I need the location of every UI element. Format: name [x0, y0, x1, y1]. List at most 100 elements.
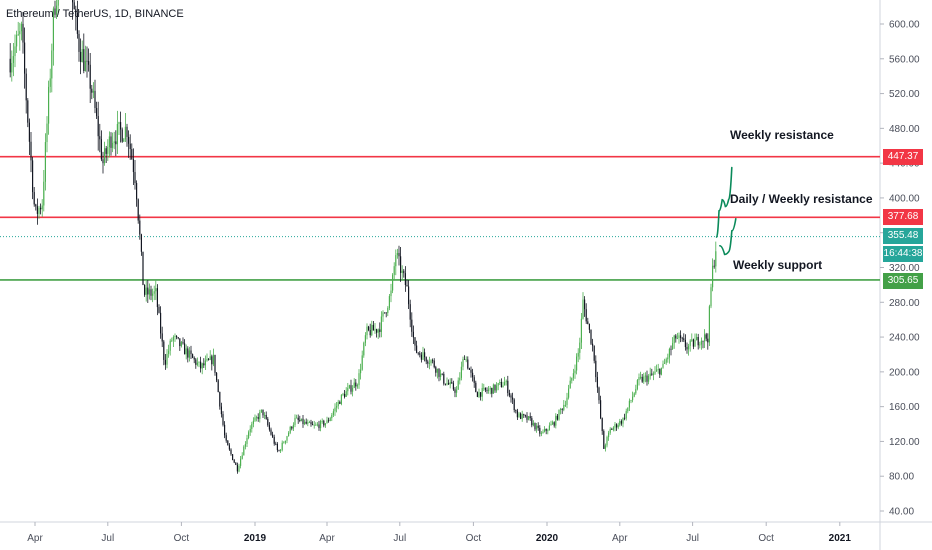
candle-body: [532, 422, 534, 426]
candle-body: [75, 9, 77, 13]
candle-body: [697, 336, 699, 346]
candle-body: [571, 377, 573, 381]
candle-body: [323, 420, 325, 426]
candle-body: [152, 293, 154, 296]
candle-body: [537, 425, 539, 428]
candle-body: [409, 304, 411, 320]
candle-body: [577, 352, 579, 357]
candle-body: [35, 204, 37, 207]
candle-body: [526, 415, 528, 420]
candle-body: [691, 339, 693, 341]
candle-body: [238, 465, 240, 472]
candle-body: [529, 416, 531, 419]
chart-title: Ethereum / TetherUS, 1D, BINANCE: [6, 8, 184, 20]
candle-body: [172, 336, 174, 341]
candle-body: [609, 429, 611, 433]
candle-body: [388, 296, 390, 309]
candle-body: [497, 383, 499, 386]
candle-body: [307, 422, 309, 424]
candle-body: [331, 415, 333, 419]
candle-body: [545, 428, 547, 431]
candle-body: [694, 340, 696, 347]
candle-body: [611, 429, 613, 430]
candle-body: [203, 363, 205, 366]
candle-body: [520, 413, 522, 419]
candle-body: [195, 359, 197, 365]
candle-body: [665, 359, 667, 363]
candle-body: [558, 409, 560, 420]
candle-body: [43, 181, 45, 206]
candle-body: [662, 363, 664, 368]
candlestick-series: [9, 0, 717, 474]
candle-body: [126, 126, 128, 137]
candle-body: [230, 449, 232, 455]
projection-sketch-path[interactable]: [719, 218, 737, 256]
candle-body: [700, 340, 702, 345]
candle-body: [470, 369, 472, 373]
candle-body: [145, 287, 147, 295]
candle-body: [363, 342, 365, 356]
candle-body: [136, 182, 138, 200]
candle-body: [318, 424, 320, 429]
price-tick-label: 600.00: [889, 20, 920, 31]
candle-body: [273, 436, 275, 444]
candle-body: [481, 388, 483, 397]
candle-body: [275, 443, 277, 445]
candle-body: [534, 422, 536, 430]
candle-body: [633, 393, 635, 397]
candle-body: [108, 136, 110, 148]
candle-body: [22, 23, 24, 43]
price-tick-label: 160.00: [889, 402, 920, 413]
candle-body: [200, 361, 202, 369]
candle-body: [572, 373, 574, 378]
time-tick-label: Oct: [466, 533, 482, 544]
candle-body: [227, 440, 229, 446]
candle-body: [585, 309, 587, 322]
candle-body: [164, 359, 166, 365]
candle-body: [659, 369, 661, 375]
candle-body: [467, 359, 469, 369]
candle-body: [476, 392, 478, 397]
candle-body: [360, 369, 362, 374]
price-tick-label: 560.00: [889, 54, 920, 65]
candle-body: [496, 385, 498, 391]
candle-body: [89, 64, 91, 89]
candle-body: [673, 335, 675, 344]
candle-body: [366, 326, 368, 336]
candle-body: [369, 329, 371, 336]
candle-body: [147, 287, 149, 295]
candle-body: [624, 417, 626, 419]
price-tag-last-price: 355.48: [883, 228, 923, 244]
candle-body: [489, 387, 491, 390]
candle-body: [552, 422, 554, 425]
candle-body: [416, 345, 418, 353]
candle-body: [352, 388, 354, 392]
candle-body: [32, 160, 34, 193]
candle-body: [312, 424, 314, 426]
candle-body: [443, 373, 445, 384]
candle-body: [568, 388, 570, 398]
candle-body: [371, 324, 373, 336]
candle-body: [339, 401, 341, 404]
candle-body: [468, 368, 470, 370]
price-tag-countdown: 16:44:38: [883, 246, 923, 262]
candle-body: [51, 50, 53, 79]
projection-sketch-path[interactable]: [715, 166, 733, 238]
candle-body: [161, 333, 163, 342]
candle-body: [492, 384, 494, 394]
candle-body: [588, 324, 590, 330]
candle-body: [353, 382, 355, 389]
candle-body: [433, 360, 435, 368]
candle-body: [33, 192, 35, 205]
candle-body: [254, 417, 256, 421]
candle-body: [81, 49, 83, 62]
candle-body: [499, 382, 501, 384]
candle-body: [235, 462, 237, 465]
candle-body: [404, 273, 406, 286]
candle-body: [699, 344, 701, 346]
price-tick-label: 80.00: [889, 472, 914, 483]
candle-body: [680, 335, 682, 338]
candle-body: [372, 324, 374, 331]
candle-body: [219, 392, 221, 407]
